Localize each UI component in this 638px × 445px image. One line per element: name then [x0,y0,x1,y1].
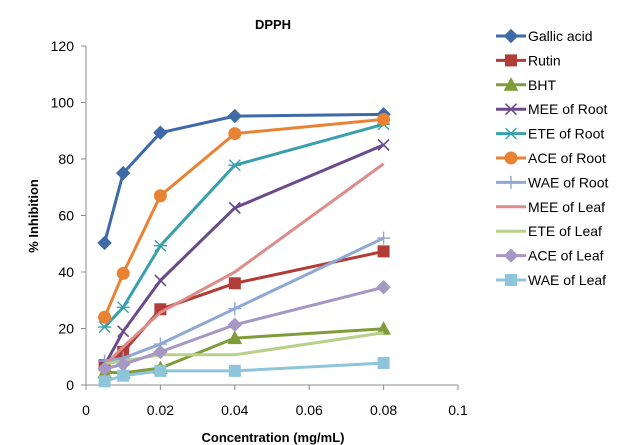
legend: Gallic acid Rutin BHT MEE of Root ETE of Roo… [496,28,609,288]
data-point-gallic-acid [227,108,243,124]
data-point-ace-of-root [116,266,130,280]
x-tick-label: 0.06 [296,402,323,418]
data-point-ete-of-root [228,159,242,172]
legend-item-ete-of-root: ETE of Root [496,126,604,142]
legend-item-mee-of-root: MEE of Root [496,101,607,117]
data-point-bht [227,330,243,345]
legend-marker [504,103,518,116]
data-point-wae-of-root [228,302,242,316]
data-point-ete-of-root [116,301,130,314]
legend-item-ete-of-leaf: ETE of Leaf [496,223,602,239]
legend-label: WAE of Leaf [528,272,606,288]
series-line-wae-of-leaf [104,361,384,383]
legend-item-mee-of-leaf: MEE of Leaf [496,199,605,215]
legend-marker [503,77,519,91]
legend-marker [505,54,517,67]
data-point-ace-of-leaf [376,280,391,295]
data-point-mee-of-root [377,138,390,151]
y-tick-label: 40 [58,264,74,280]
data-point-wae-of-leaf [154,364,167,377]
data-point-ace-of-leaf [227,317,243,333]
legend-item-bht: BHT [496,77,556,93]
y-tick-label: 0 [66,377,74,393]
legend-label: ETE of Root [528,126,604,142]
legend-label: WAE of Root [528,174,609,190]
y-tick-label: 120 [51,38,75,54]
data-point-ete-of-root [153,239,167,252]
legend-marker [504,127,518,140]
data-point-mee-of-root [154,274,167,287]
data-point-ete-of-root [98,321,112,334]
data-point-mee-of-root [228,201,241,214]
legend-marker [504,151,518,165]
data-point-wae-of-leaf [377,356,390,369]
legend-item-ace-of-leaf: ACE of Leaf [496,248,604,264]
series-mee-of-leaf [103,162,385,367]
legend-item-gallic-acid: Gallic acid [496,28,593,44]
series-ace-of-root [98,112,391,324]
legend-label: BHT [528,77,556,93]
y-tick-label: 60 [58,208,74,224]
y-tick-label: 80 [58,151,74,167]
series-wae-of-root [98,231,391,368]
data-point-ace-of-root [377,112,391,126]
data-point-gallic-acid [153,125,168,140]
data-point-bht [376,321,391,335]
x-tick-label: 0.08 [370,402,397,418]
axes: 0 20 40 60 80 100 120 0 0.02 0.04 0.06 0.08 0.1 [51,38,468,418]
legend-label: ETE of Leaf [528,223,602,239]
data-point-ace-of-root [98,310,112,324]
legend-label: Gallic acid [528,28,593,44]
legend-marker [505,274,517,286]
series-ace-of-leaf [97,280,391,376]
data-point-wae-of-root [377,231,391,245]
y-axis-label: % Inhibition [26,179,41,253]
data-point-gallic-acid [115,165,131,181]
data-point-ace-of-leaf [97,361,112,376]
legend-item-wae-of-leaf: WAE of Leaf [496,272,606,288]
series-gallic-acid [97,107,391,251]
series-layer [97,107,391,388]
legend-label: MEE of Root [528,101,607,117]
y-tick-label: 100 [51,95,75,111]
legend-label: ACE of Leaf [528,248,604,264]
x-tick-label: 0.02 [147,402,174,418]
data-point-wae-of-leaf [117,369,130,382]
x-axis-label: Concentration (mg/mL) [202,430,345,445]
legend-label: MEE of Leaf [528,199,605,215]
x-tick-label: 0.1 [448,402,468,418]
data-point-gallic-acid [97,235,112,251]
series-line-mee-of-leaf [103,162,385,367]
data-point-ace-of-root [153,189,167,203]
legend-item-rutin: Rutin [496,52,561,68]
data-point-ace-of-root [228,127,242,141]
x-tick-label: 0.04 [221,402,248,418]
data-point-rutin [377,245,390,258]
x-tick-label: 0 [82,402,90,418]
legend-label: Rutin [528,52,561,68]
data-point-rutin [228,277,241,290]
chart-title: DPPH [255,17,291,32]
legend-marker [503,248,519,263]
legend-marker [504,175,518,189]
legend-item-ace-of-root: ACE of Root [496,150,606,166]
data-point-mee-of-root [117,325,130,338]
series-wae-of-leaf [98,356,390,388]
data-point-wae-of-leaf [228,364,241,377]
data-point-ace-of-leaf [153,344,168,360]
legend-item-wae-of-root: WAE of Root [496,174,609,190]
legend-marker [503,28,519,44]
y-tick-label: 20 [58,321,74,337]
legend-label: ACE of Root [528,150,606,166]
data-point-wae-of-leaf [98,375,111,388]
